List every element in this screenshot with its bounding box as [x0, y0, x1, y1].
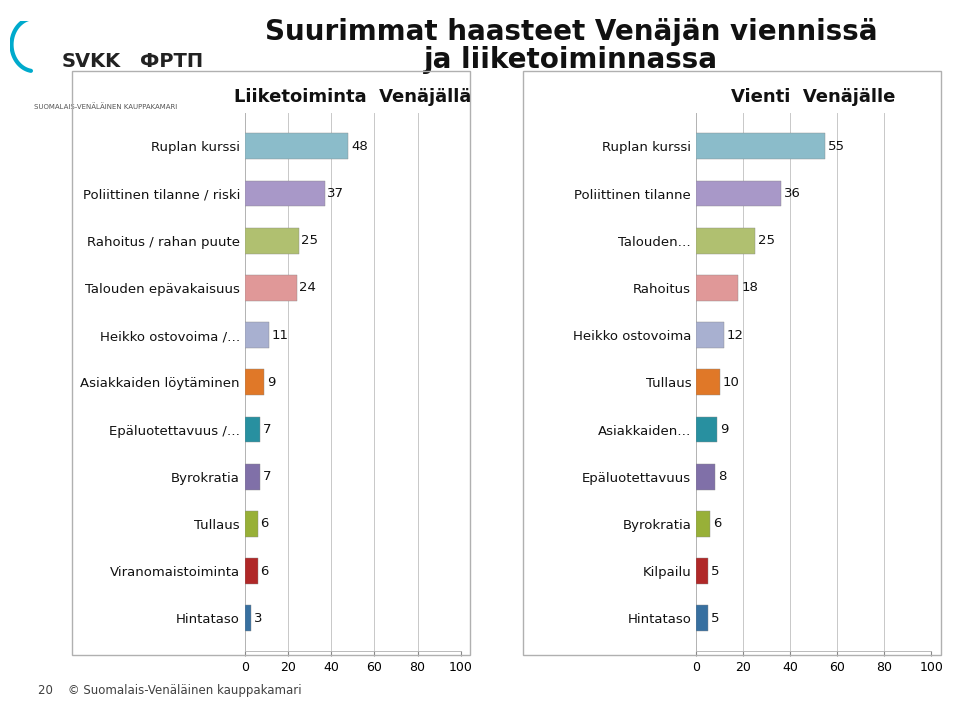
Text: 10: 10 [722, 376, 739, 389]
Text: 6: 6 [260, 564, 269, 578]
Bar [696, 416, 717, 442]
Text: 9: 9 [720, 423, 729, 436]
Bar [696, 605, 708, 632]
Title: Liiketoiminta  Venäjällä: Liiketoiminta Venäjällä [234, 88, 471, 106]
Text: 5: 5 [710, 612, 719, 625]
Bar [696, 370, 720, 395]
Bar [245, 228, 299, 253]
Bar [245, 464, 260, 490]
Text: 25: 25 [757, 234, 775, 247]
Bar [245, 181, 324, 207]
Text: 20    © Suomalais-Venäläinen kauppakamari: 20 © Suomalais-Venäläinen kauppakamari [38, 685, 302, 697]
Text: 9: 9 [267, 376, 276, 389]
Text: ja liiketoiminnassa: ja liiketoiminnassa [424, 46, 718, 74]
Bar [245, 558, 257, 584]
Bar [696, 181, 780, 207]
Text: ФРТП: ФРТП [140, 52, 204, 71]
Title: Vienti  Venäjälle: Vienti Venäjälle [732, 88, 896, 106]
Text: 6: 6 [260, 518, 269, 530]
Bar [696, 228, 755, 253]
Bar [245, 416, 260, 442]
Bar [696, 133, 826, 159]
Text: 7: 7 [262, 423, 271, 436]
Bar [696, 275, 738, 301]
Text: SVKK: SVKK [61, 52, 121, 71]
Text: 18: 18 [741, 281, 758, 295]
Text: Suurimmat haasteet Venäjän viennissä: Suurimmat haasteet Venäjän viennissä [265, 18, 877, 46]
Bar [245, 605, 252, 632]
Text: 24: 24 [300, 281, 316, 295]
Text: 8: 8 [718, 470, 726, 484]
Text: 48: 48 [351, 139, 368, 153]
Bar [245, 133, 348, 159]
Text: 25: 25 [301, 234, 319, 247]
Text: 5: 5 [710, 564, 719, 578]
Bar [696, 511, 710, 537]
Text: 7: 7 [262, 470, 271, 484]
Bar [245, 370, 264, 395]
Bar [245, 511, 257, 537]
Text: 12: 12 [727, 329, 744, 342]
Bar [696, 322, 724, 348]
Bar [696, 558, 708, 584]
Bar [245, 275, 297, 301]
Text: 11: 11 [271, 329, 288, 342]
Bar [245, 322, 269, 348]
Text: SUOMALAIS-VENÄLÄINEN KAUPPAKAMARI: SUOMALAIS-VENÄLÄINEN KAUPPAKAMARI [34, 103, 178, 110]
Text: 3: 3 [253, 612, 262, 625]
Text: 37: 37 [327, 187, 345, 200]
Bar [696, 464, 715, 490]
Text: 6: 6 [713, 518, 721, 530]
Text: 36: 36 [783, 187, 801, 200]
Text: 55: 55 [828, 139, 845, 153]
